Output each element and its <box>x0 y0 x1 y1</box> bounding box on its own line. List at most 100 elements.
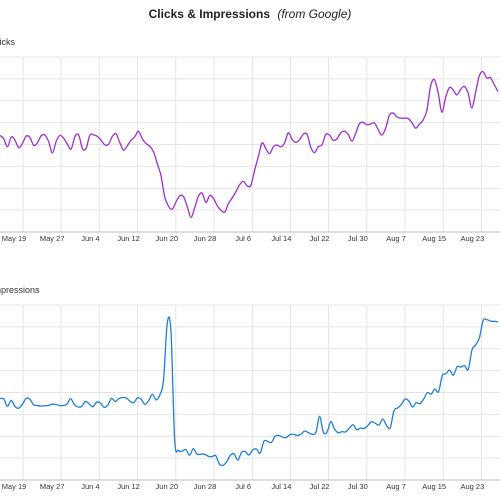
clicks-data-point <box>220 209 221 210</box>
clicks-data-point <box>183 196 184 197</box>
impressions-data-point <box>59 405 60 406</box>
impressions-data-point <box>89 403 90 404</box>
impressions-data-point <box>226 461 227 462</box>
impressions-data-point <box>215 455 216 456</box>
impressions-data-point <box>208 456 209 457</box>
chart-title-sub: (from Google) <box>277 7 351 21</box>
clicks-data-point <box>93 134 94 135</box>
clicks-data-point <box>142 138 143 139</box>
clicks-data-point <box>404 118 405 119</box>
clicks-data-point <box>175 201 176 202</box>
clicks-data-point <box>325 134 326 135</box>
clicks-x-tick-label: Jul 14 <box>271 234 291 243</box>
impressions-x-tick-label: Aug 23 <box>461 482 485 491</box>
clicks-data-point <box>11 136 12 137</box>
impressions-data-point <box>222 465 223 466</box>
clicks-data-point <box>265 148 266 149</box>
impressions-data-point <box>155 399 156 400</box>
impressions-data-point <box>367 425 368 426</box>
clicks-data-point <box>7 146 8 147</box>
clicks-data-point <box>108 144 109 145</box>
impressions-data-point <box>449 369 450 370</box>
clicks-data-point <box>179 195 180 196</box>
clicks-data-point <box>160 175 161 176</box>
clicks-data-point <box>497 91 498 92</box>
clicks-data-point <box>389 115 390 116</box>
clicks-data-point <box>269 153 270 154</box>
impressions-data-point <box>40 406 41 407</box>
impressions-data-point <box>111 398 112 399</box>
clicks-x-tick-label: Aug 15 <box>422 234 446 243</box>
clicks-data-point <box>250 185 251 186</box>
clicks-data-point <box>115 133 116 134</box>
impressions-x-tick-label: May 19 <box>2 482 27 491</box>
clicks-data-point <box>415 128 416 129</box>
clicks-data-point <box>243 181 244 182</box>
impressions-data-point <box>419 403 420 404</box>
impressions-data-point <box>378 424 379 425</box>
clicks-data-point <box>273 146 274 147</box>
impressions-data-point <box>248 454 249 455</box>
clicks-data-point <box>426 110 427 111</box>
clicks-data-point <box>408 118 409 119</box>
impressions-data-point <box>159 394 160 395</box>
impressions-data-point <box>471 349 472 350</box>
clicks-data-point <box>86 148 87 149</box>
impressions-x-tick-label: Jul 14 <box>271 482 291 491</box>
clicks-data-point <box>280 146 281 147</box>
impressions-data-point <box>200 454 201 455</box>
impressions-data-point <box>178 450 179 451</box>
clicks-data-point <box>385 128 386 129</box>
clicks-axis-label: Clicks <box>0 37 15 47</box>
clicks-data-point <box>164 196 165 197</box>
clicks-data-point <box>336 138 337 139</box>
clicks-data-point <box>48 141 49 142</box>
impressions-data-point <box>416 402 417 403</box>
clicks-data-point <box>423 119 424 120</box>
clicks-data-point <box>123 150 124 151</box>
impressions-x-tick-label: May 27 <box>40 482 65 491</box>
clicks-data-point <box>18 147 19 148</box>
impressions-data-point <box>141 399 142 400</box>
impressions-data-point <box>7 406 8 407</box>
clicks-data-point <box>63 138 64 139</box>
impressions-data-point <box>457 366 458 367</box>
impressions-data-point <box>300 433 301 434</box>
clicks-data-point <box>168 206 169 207</box>
impressions-data-point <box>308 432 309 433</box>
clicks-data-point <box>239 184 240 185</box>
impressions-data-point <box>44 405 45 406</box>
clicks-data-point <box>467 92 468 93</box>
impressions-data-point <box>412 406 413 407</box>
impressions-data-point <box>260 453 261 454</box>
clicks-x-tick-label: Jul 6 <box>235 234 251 243</box>
clicks-data-point <box>29 137 30 138</box>
impressions-data-point <box>144 404 145 405</box>
impressions-data-point <box>14 406 15 407</box>
clicks-data-point <box>112 136 113 137</box>
clicks-data-point <box>490 77 491 78</box>
impressions-data-point <box>460 366 461 367</box>
impressions-data-point <box>167 323 168 324</box>
impressions-data-point <box>193 448 194 449</box>
clicks-data-point <box>104 144 105 145</box>
impressions-x-tick-label: Jul 6 <box>235 482 251 491</box>
clicks-data-point <box>482 71 483 72</box>
clicks-data-point <box>205 202 206 203</box>
impressions-data-point <box>453 375 454 376</box>
clicks-x-tick-label: Aug 23 <box>461 234 485 243</box>
clicks-data-point <box>314 152 315 153</box>
impressions-data-point <box>219 463 220 464</box>
impressions-x-tick-label: Aug 7 <box>386 482 406 491</box>
impressions-data-point <box>468 369 469 370</box>
impressions-data-point <box>438 391 439 392</box>
clicks-data-point <box>434 79 435 80</box>
clicks-x-tick-label: Jun 12 <box>117 234 140 243</box>
clicks-data-point <box>119 142 120 143</box>
impressions-x-tick-label: Aug 15 <box>422 482 446 491</box>
impressions-data-point <box>70 398 71 399</box>
clicks-data-point <box>59 135 60 136</box>
impressions-data-point <box>25 398 26 399</box>
impressions-x-tick-label: Jun 20 <box>156 482 179 491</box>
clicks-data-point <box>329 135 330 136</box>
